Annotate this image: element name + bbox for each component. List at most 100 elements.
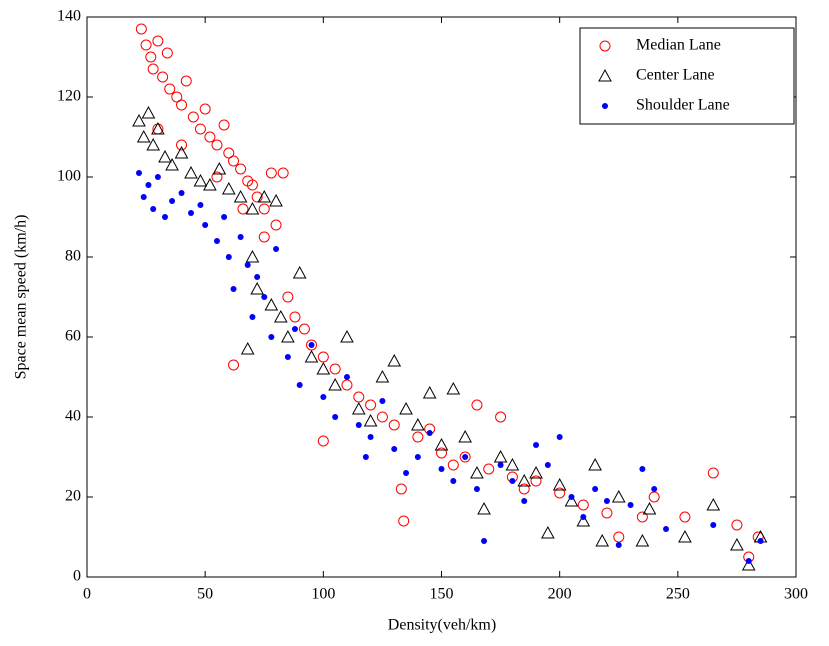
point (158, 149, 172, 163)
point (257, 189, 272, 203)
point (636, 511, 648, 523)
point (362, 454, 369, 460)
point (521, 498, 528, 504)
point (184, 165, 198, 179)
point (197, 202, 204, 208)
point (328, 377, 342, 391)
point (365, 399, 377, 411)
point (135, 23, 147, 35)
x-tick-label: 50 (197, 586, 213, 603)
point (174, 145, 189, 159)
point (438, 466, 445, 472)
point (615, 542, 622, 548)
legend-label: Shoulder Lane (636, 97, 730, 114)
point (470, 465, 484, 479)
point (642, 501, 657, 515)
point (228, 155, 240, 167)
point (178, 190, 185, 196)
point (251, 191, 263, 203)
point (458, 429, 472, 443)
point (403, 470, 410, 476)
point (269, 193, 283, 207)
point (651, 486, 658, 492)
point (211, 139, 223, 151)
point (176, 139, 188, 151)
point (595, 533, 610, 547)
point (707, 467, 719, 479)
point (459, 451, 471, 463)
point (154, 174, 161, 180)
point (147, 63, 159, 75)
point (145, 182, 152, 188)
point (237, 234, 244, 240)
point (250, 281, 265, 295)
point (244, 262, 251, 268)
point (399, 401, 413, 415)
point (180, 75, 192, 87)
point (552, 477, 567, 491)
point (529, 465, 543, 479)
point (434, 437, 449, 451)
legend-marker (599, 40, 611, 52)
point (391, 446, 398, 452)
x-axis-label: Density(veh/km) (388, 617, 496, 634)
point (258, 231, 270, 243)
point (204, 131, 216, 143)
point (530, 475, 542, 487)
point (426, 430, 433, 436)
point (505, 457, 520, 471)
point (145, 51, 157, 63)
x-tick-label: 300 (784, 586, 808, 603)
point (245, 249, 260, 263)
point (517, 473, 532, 487)
point (710, 522, 717, 528)
point (202, 222, 209, 228)
point (264, 297, 279, 311)
x-tick-label: 100 (311, 586, 335, 603)
y-tick-label: 140 (57, 8, 81, 25)
point (731, 519, 743, 531)
point (340, 329, 354, 343)
point (199, 103, 211, 115)
point (273, 309, 288, 323)
point (211, 171, 223, 183)
point (152, 35, 164, 47)
point (379, 398, 386, 404)
y-axis-label: Space mean speed (km/h) (13, 215, 30, 380)
point (483, 463, 495, 475)
point (245, 201, 260, 215)
point (277, 167, 289, 179)
point (233, 189, 248, 203)
point (412, 431, 424, 443)
point (387, 353, 402, 367)
legend: Median Lane Center Lane Shoulder Lane (579, 27, 795, 125)
point (235, 163, 247, 175)
series (135, 23, 764, 563)
point (446, 381, 461, 395)
point (268, 334, 275, 340)
point (635, 533, 650, 547)
point (395, 483, 407, 495)
point (320, 394, 327, 400)
point (411, 417, 425, 431)
point (150, 206, 157, 212)
point (462, 454, 469, 460)
point (282, 291, 294, 303)
point (316, 361, 331, 375)
point (228, 359, 240, 371)
point (603, 498, 610, 504)
point (176, 99, 188, 111)
point (481, 538, 488, 544)
point (203, 177, 217, 191)
point (497, 462, 504, 468)
point (218, 119, 230, 131)
point (332, 414, 339, 420)
point (376, 411, 388, 423)
point (355, 422, 362, 428)
point (679, 511, 691, 523)
x-tick-label: 250 (666, 586, 690, 603)
point (450, 478, 457, 484)
point (273, 246, 280, 252)
point (493, 449, 508, 463)
legend-box (579, 27, 795, 125)
